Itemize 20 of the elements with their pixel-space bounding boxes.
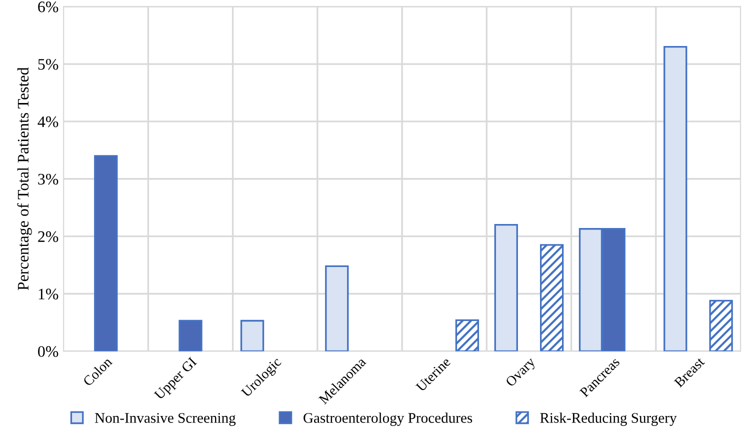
y-tick-label: 6%: [38, 2, 58, 12]
legend-label: Risk-Reducing Surgery: [540, 412, 677, 426]
y-tick-label: 3%: [38, 174, 58, 185]
bar: [709, 300, 733, 352]
y-tick-label: 5%: [38, 58, 58, 70]
legend-label: Gastroenterology Procedures: [304, 412, 472, 426]
y-tick-label: 0%: [38, 346, 58, 357]
bar: [178, 320, 202, 352]
y-axis-title: Percentage of Total Patients Tested: [17, 67, 32, 290]
bar: [664, 46, 688, 352]
bar: [455, 319, 480, 352]
bar: [325, 265, 349, 352]
bar: [94, 155, 118, 352]
legend-label: Non-Invasive Screening: [94, 413, 236, 426]
bar: [540, 244, 564, 352]
y-tick-label: 4%: [38, 116, 58, 128]
bar: [494, 224, 518, 352]
bar: [240, 320, 264, 352]
y-tick-label: 2%: [38, 231, 58, 242]
y-tick-label: 1%: [38, 288, 58, 300]
